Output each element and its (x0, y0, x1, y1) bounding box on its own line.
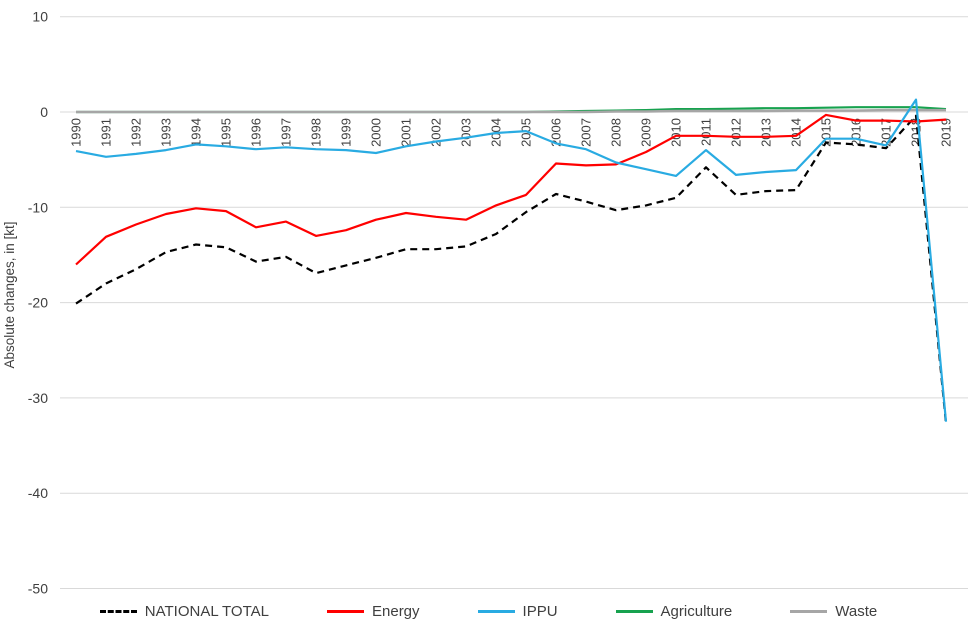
x-tick-label: 2010 (669, 118, 684, 147)
x-tick-label: 1999 (339, 118, 354, 147)
x-tick-label: 2009 (639, 118, 654, 147)
x-tick-label: 1997 (279, 118, 294, 147)
x-tick-label: 2007 (579, 118, 594, 147)
series-lines (75, 98, 948, 424)
x-tick-label: 1994 (189, 118, 204, 147)
x-tick-label: 1990 (69, 118, 84, 147)
legend-item-energy: Energy (327, 603, 420, 620)
x-tick-label: 2014 (789, 118, 804, 147)
y-tick-label: -20 (28, 295, 48, 311)
x-tick-label: 1998 (309, 118, 324, 147)
legend-label: Energy (372, 603, 420, 620)
x-tick-label: 2019 (939, 118, 954, 147)
legend-label: NATIONAL TOTAL (144, 603, 269, 620)
x-tick-label: 2013 (759, 118, 774, 147)
legend-marker-icon (477, 610, 515, 613)
series-line-energy (75, 113, 947, 266)
legend-marker-icon (99, 610, 137, 613)
legend-label: Agriculture (660, 603, 733, 620)
legend-item-national-total: NATIONAL TOTAL (99, 603, 269, 620)
y-tick-label: -10 (28, 199, 48, 215)
x-tick-label: 1995 (219, 118, 234, 147)
y-axis-tick-labels: 10 0 -10 -20 -30 -40 -50 (28, 9, 48, 597)
y-tick-label: -50 (28, 581, 48, 597)
x-tick-label: 2000 (369, 118, 384, 147)
legend-marker-icon (615, 610, 653, 613)
x-tick-label: 2002 (429, 118, 444, 147)
x-tick-label: 1996 (249, 118, 264, 147)
y-tick-label: -40 (28, 485, 48, 501)
series-line-national-total (75, 114, 948, 424)
series-line-ippu (75, 98, 948, 422)
x-tick-label: 2001 (399, 118, 414, 147)
y-tick-label: 10 (32, 9, 48, 25)
x-tick-label: 2005 (519, 118, 534, 147)
x-tick-label: 2008 (609, 118, 624, 147)
chart-legend: NATIONAL TOTAL Energy IPPU Agriculture Waste (0, 603, 977, 620)
y-tick-label: 0 (40, 104, 48, 120)
series-line-waste (76, 108, 946, 114)
legend-label: Waste (835, 603, 878, 620)
x-axis-tick-labels: 1990 1991 1992 1993 1994 1995 1996 1997 1998 1999… (69, 118, 954, 147)
x-tick-label: 1991 (99, 118, 114, 147)
x-tick-label: 2003 (459, 118, 474, 147)
legend-item-waste: Waste (790, 603, 877, 620)
x-tick-label: 2016 (849, 118, 864, 147)
legend-marker-icon (327, 610, 364, 613)
x-tick-label: 1993 (159, 118, 174, 147)
legend-marker-icon (790, 610, 828, 613)
x-tick-label: 2011 (699, 118, 714, 146)
legend-label: IPPU (522, 603, 558, 620)
legend-item-ippu: IPPU (477, 603, 558, 620)
gridlines (60, 16, 968, 589)
x-tick-label: 2012 (729, 118, 744, 147)
y-axis-title: Absolute changes, in [kt] (2, 221, 17, 368)
legend-item-agriculture: Agriculture (615, 603, 733, 620)
x-tick-label: 1992 (129, 118, 144, 147)
x-tick-label: 2006 (549, 118, 564, 147)
y-tick-label: -30 (28, 390, 48, 406)
